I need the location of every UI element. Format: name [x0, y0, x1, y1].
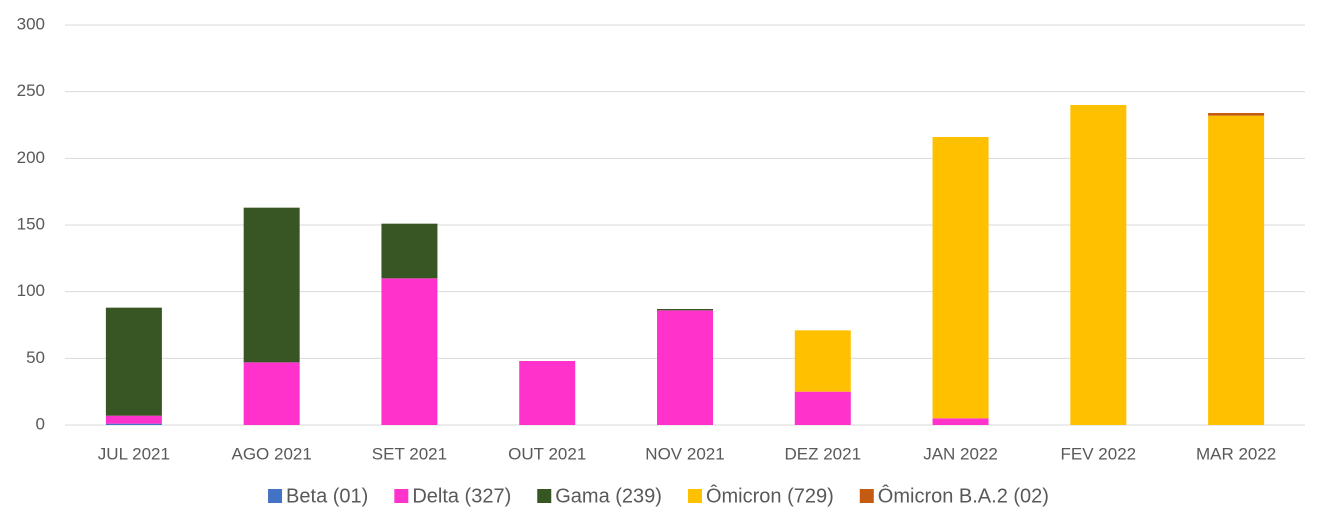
bar-segment: [1208, 115, 1265, 426]
bar-segment: [105, 307, 162, 416]
bar-segment: [1208, 113, 1265, 116]
y-tick-label: 300: [17, 14, 45, 33]
legend-label: Ômicron (729): [706, 484, 834, 507]
y-tick-label: 0: [36, 414, 45, 433]
bar-segment: [519, 361, 576, 425]
y-tick-label: 50: [26, 348, 45, 367]
bar-segment: [105, 423, 162, 425]
bar-segment: [794, 330, 851, 392]
y-tick-label: 250: [17, 81, 45, 100]
x-tick-label: DEZ 2021: [785, 444, 862, 463]
x-tick-label: SET 2021: [372, 444, 447, 463]
x-tick-label: JUL 2021: [98, 444, 170, 463]
legend-label: Beta (01): [286, 485, 368, 507]
bar-segment: [243, 207, 300, 363]
bar-segment: [381, 223, 438, 279]
y-tick-label: 150: [17, 214, 45, 233]
legend-swatch: [687, 489, 702, 503]
legend-swatch: [859, 489, 874, 503]
legend-swatch: [537, 489, 552, 503]
x-tick-label: JAN 2022: [923, 444, 998, 463]
x-tick-label: MAR 2022: [1196, 444, 1276, 463]
bar-segment: [1070, 105, 1127, 425]
x-tick-label: NOV 2021: [645, 444, 724, 463]
x-tick-label: OUT 2021: [508, 444, 586, 463]
x-tick-label: FEV 2022: [1061, 444, 1137, 463]
bar-segment: [381, 278, 438, 425]
y-tick-label: 100: [17, 281, 45, 300]
bar-segment: [794, 391, 851, 425]
bar-segment: [932, 418, 989, 425]
legend-swatch: [268, 489, 283, 503]
x-tick-label: AGO 2021: [232, 444, 312, 463]
legend-swatch: [394, 489, 409, 503]
bar-segment: [657, 310, 713, 425]
bar-segment: [932, 137, 989, 419]
bar-segment: [105, 415, 162, 424]
bar-segment: [657, 309, 713, 311]
y-tick-label: 200: [17, 148, 45, 167]
legend-label: Delta (327): [412, 485, 511, 507]
legend-label: Ômicron B.A.2 (02): [878, 484, 1049, 507]
bar-segment: [243, 362, 300, 425]
legend-label: Gama (239): [555, 485, 662, 507]
